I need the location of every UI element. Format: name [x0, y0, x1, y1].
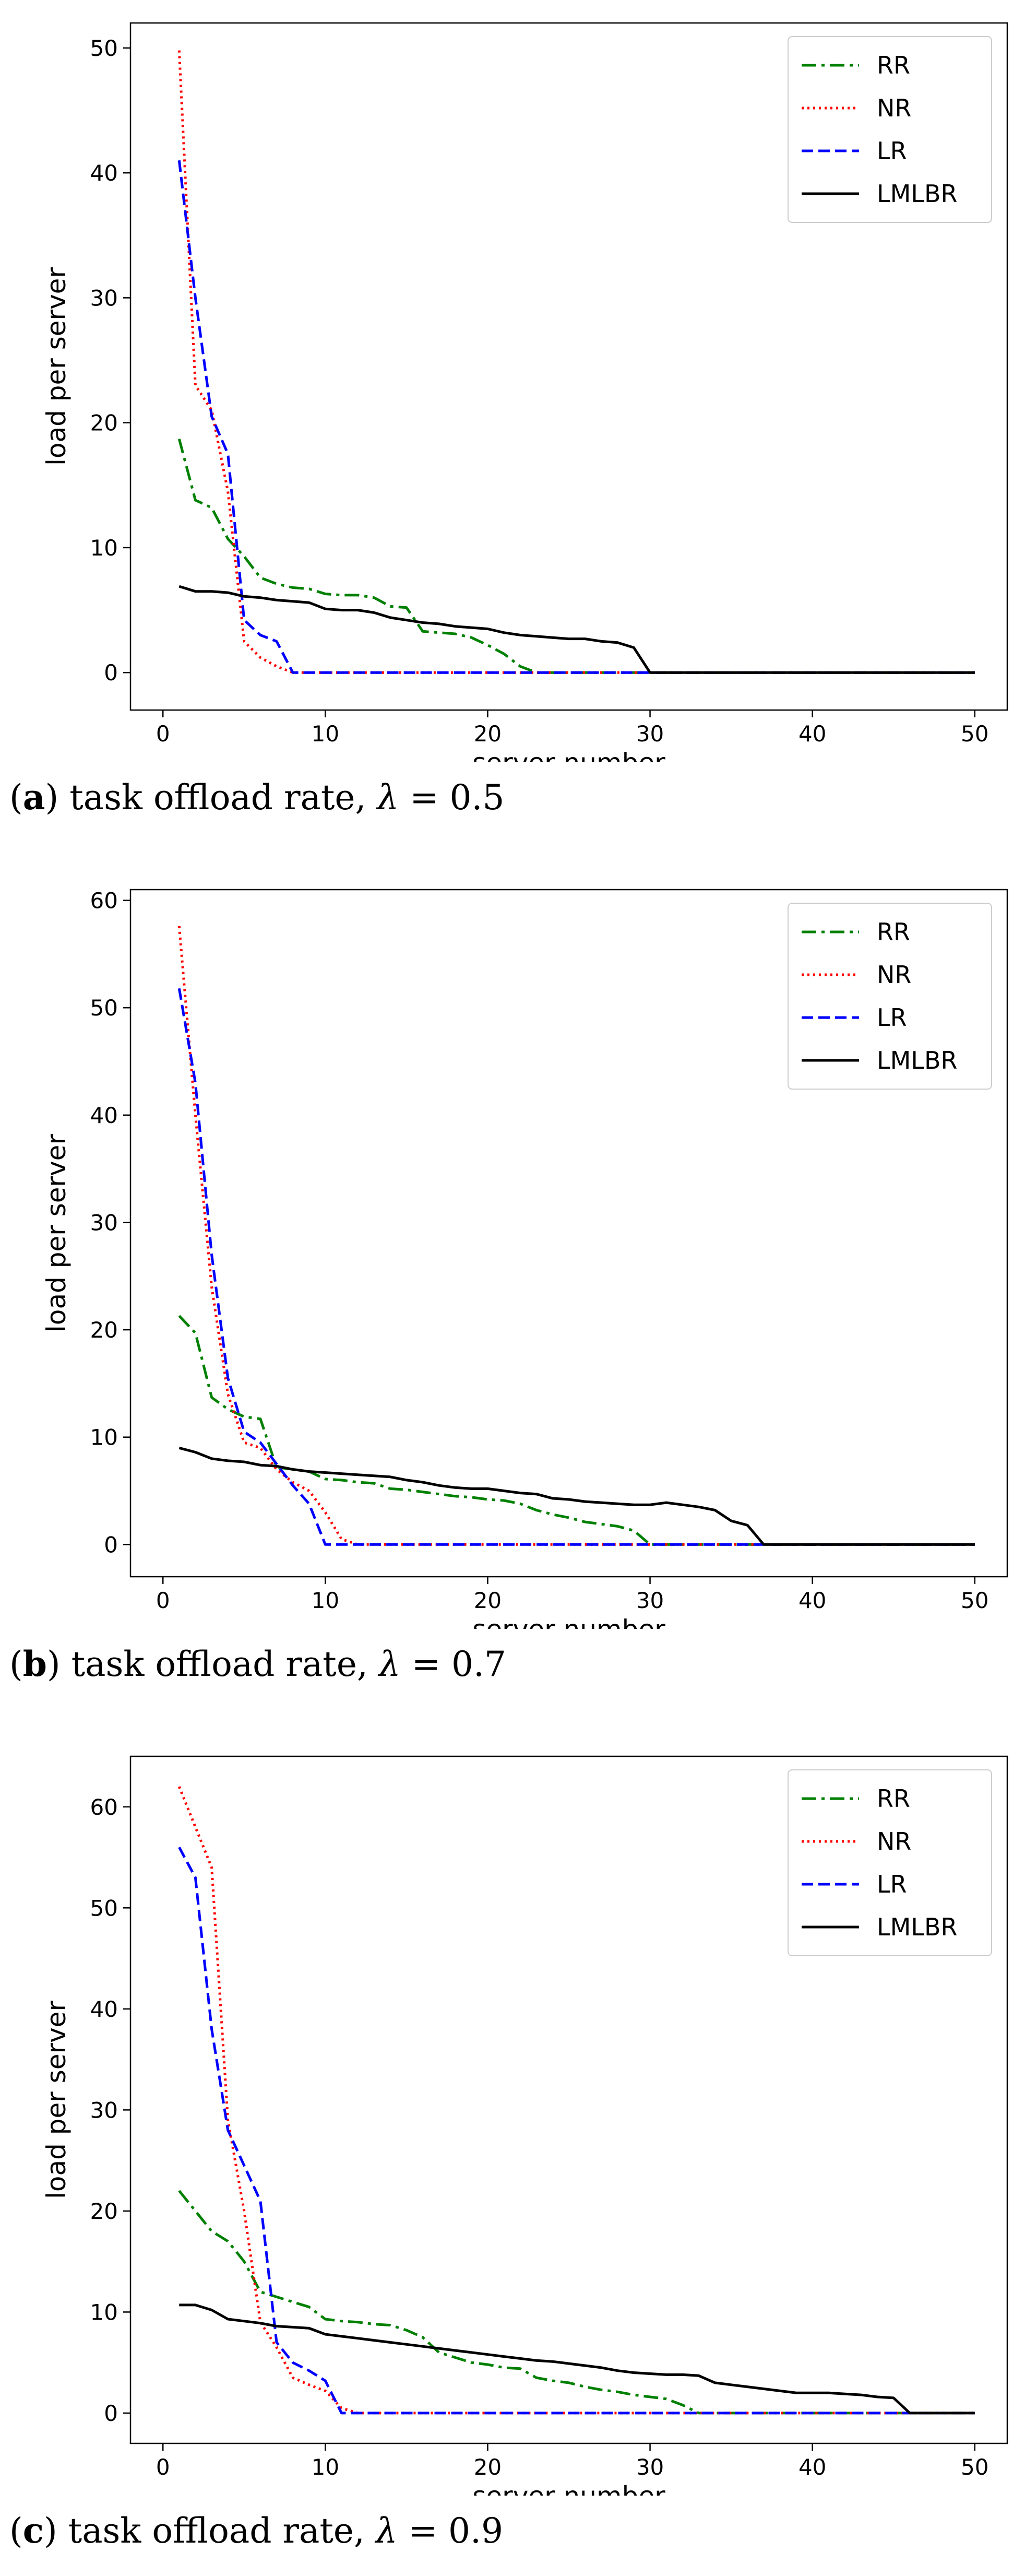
x-tick-label: 30	[636, 1588, 664, 1613]
chart-a: 0 10 20 30 40 50 0 10 20 30 40 50 server number load …	[41, 22, 1008, 762]
series-line-lr	[178, 1847, 975, 2415]
legend-label-lr: LR	[877, 137, 907, 165]
series-line-lmlbr	[179, 2303, 975, 2415]
legend-label-nr: NR	[877, 1827, 911, 1856]
y-tick-label: 30	[90, 1210, 118, 1235]
legend-box	[788, 1769, 992, 1956]
y-tick-label: 20	[90, 1317, 118, 1343]
x-tick-label: 50	[961, 1588, 988, 1613]
y-tick-label: 0	[104, 660, 118, 686]
legend-box	[788, 903, 992, 1090]
y-tick-label: 0	[104, 2401, 118, 2426]
x-tick-label: 30	[636, 2454, 664, 2480]
plot-frame	[129, 1755, 1008, 2444]
y-tick-label: 40	[90, 160, 118, 186]
legend-label-lmlbr: LMLBR	[877, 1046, 957, 1074]
y-tick-label: 10	[90, 535, 118, 561]
legend-label-rr: RR	[877, 918, 910, 946]
caption-b: (b) task offload rate, λ = 0.7	[9, 1644, 506, 1684]
figure-panel-a: 0 10 20 30 40 50 0 10 20 30 40 50 server number load …	[0, 0, 1025, 846]
legend-label-lr: LR	[877, 1003, 907, 1032]
legend-label-lr: LR	[877, 1870, 907, 1898]
legend-label-rr: RR	[877, 51, 910, 79]
figure-panel-c: 0 10 20 30 40 50 0 10 20 30 40 50 60 server number loa…	[0, 1733, 1025, 2576]
legend-label-nr: NR	[877, 961, 911, 989]
y-tick-label: 60	[90, 1794, 118, 1820]
y-axis-label: load per server	[41, 267, 71, 466]
legend-label-rr: RR	[877, 1785, 910, 1813]
y-tick-label: 30	[90, 285, 118, 311]
x-tick-label: 0	[156, 721, 170, 747]
x-tick-label: 20	[474, 1588, 502, 1613]
x-tick-label: 30	[636, 721, 664, 747]
x-tick-label: 20	[474, 721, 502, 747]
y-axis-label: load per server	[41, 2001, 71, 2199]
caption-c: (c) task offload rate, λ = 0.9	[9, 2510, 503, 2551]
x-axis-label: server number	[472, 2481, 665, 2496]
x-tick-label: 0	[156, 2454, 170, 2480]
y-tick-label: 50	[90, 995, 118, 1021]
series-line-rr	[178, 1315, 975, 1546]
y-tick-label: 50	[90, 1895, 118, 1921]
plot-frame	[129, 22, 1008, 711]
x-axis-label: server number	[472, 748, 665, 762]
legend-label-nr: NR	[877, 94, 911, 122]
series-line-lmlbr	[178, 585, 975, 674]
y-tick-label: 40	[90, 1996, 118, 2022]
y-tick-label: 20	[90, 410, 118, 436]
x-tick-label: 10	[312, 1588, 339, 1613]
x-tick-label: 40	[798, 721, 826, 747]
y-axis-label: load per server	[41, 1134, 71, 1332]
x-tick-label: 50	[961, 721, 988, 747]
series-line-rr	[177, 439, 975, 674]
legend-label-lmlbr: LMLBR	[877, 1913, 957, 1941]
x-tick-label: 10	[312, 2454, 339, 2480]
x-tick-label: 40	[798, 1588, 826, 1613]
x-tick-label: 40	[798, 2454, 826, 2480]
x-tick-label: 20	[474, 2454, 502, 2480]
chart-b: 0 10 20 30 40 50 0 10 20 30 40 50 60 server number loa…	[41, 888, 1008, 1629]
series-line-nr	[177, 926, 975, 1546]
plot-frame	[129, 889, 1008, 1578]
x-tick-label: 0	[156, 1588, 170, 1613]
y-tick-label: 60	[90, 888, 118, 914]
x-tick-label: 50	[961, 2454, 988, 2480]
y-tick-label: 20	[90, 2199, 118, 2224]
chart-c: 0 10 20 30 40 50 0 10 20 30 40 50 60 server number loa…	[41, 1755, 1008, 2496]
x-axis-label: server number	[472, 1614, 665, 1629]
legend-box	[788, 36, 992, 223]
y-tick-label: 0	[104, 1532, 118, 1557]
y-tick-label: 10	[90, 1425, 118, 1450]
legend-label-lmlbr: LMLBR	[877, 180, 957, 208]
legend: RR NR LR LMLBR	[788, 903, 992, 1090]
y-tick-label: 30	[90, 2097, 118, 2123]
y-tick-label: 10	[90, 2299, 118, 2325]
y-tick-label: 50	[90, 36, 118, 61]
series-line-lr	[177, 160, 975, 674]
caption-a: (a) task offload rate, λ = 0.5	[9, 777, 505, 818]
series-line-lmlbr	[178, 1446, 975, 1546]
y-tick-label: 40	[90, 1103, 118, 1128]
figure-panel-b: 0 10 20 30 40 50 0 10 20 30 40 50 60 server number loa…	[0, 867, 1025, 1712]
legend: RR NR LR LMLBR	[788, 1769, 992, 1956]
legend: RR NR LR LMLBR	[788, 36, 992, 223]
x-tick-label: 10	[312, 721, 339, 747]
